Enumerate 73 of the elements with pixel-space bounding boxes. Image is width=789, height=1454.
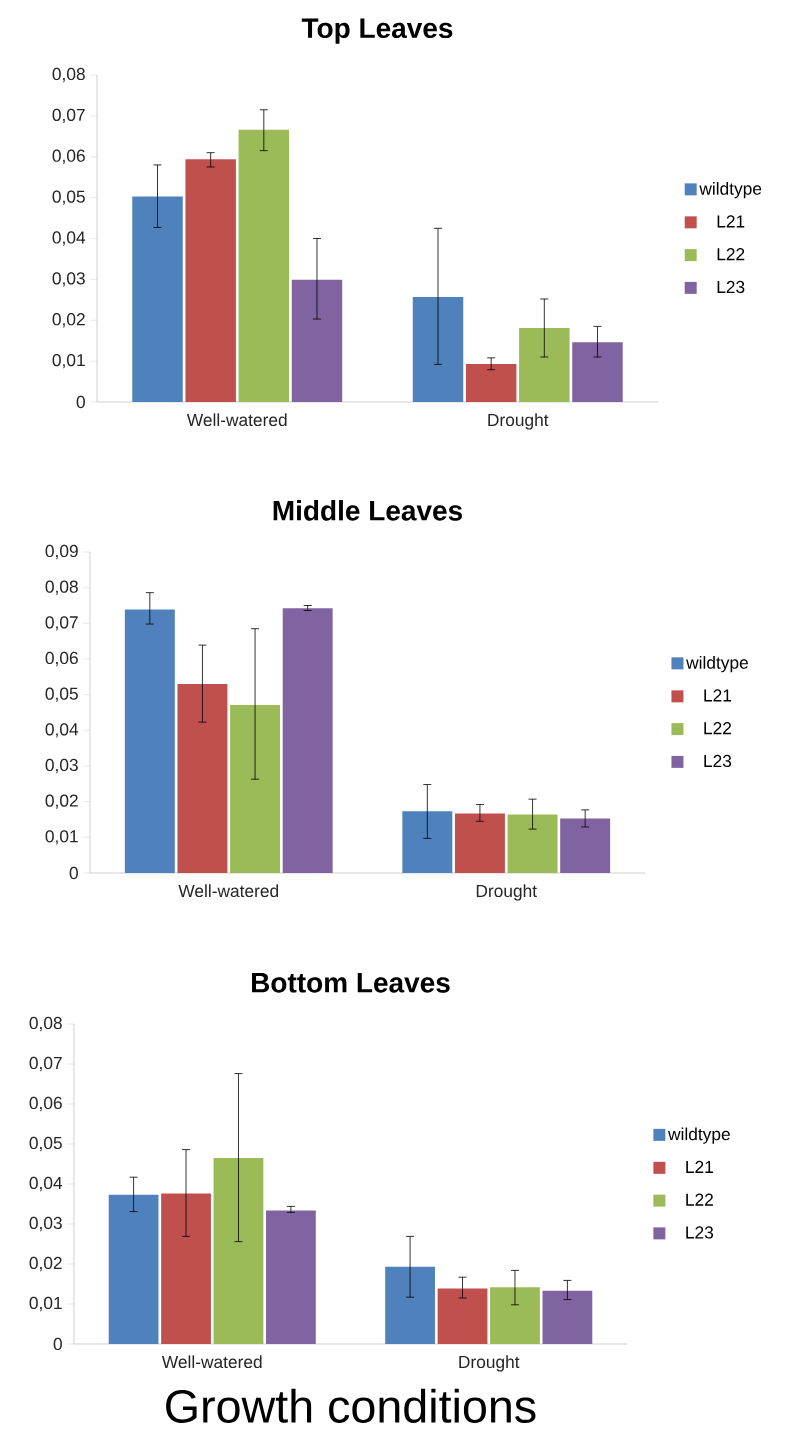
y-tick-label: 0,08: [45, 580, 78, 595]
bar: [177, 683, 228, 873]
bar: [560, 818, 611, 873]
legend-label: L21: [686, 1160, 713, 1173]
legend-label: L23: [717, 280, 745, 294]
y-tick-label: 0: [76, 395, 85, 409]
legend-label: wildtype: [668, 1127, 730, 1144]
y-tick-label: 0,06: [45, 651, 78, 667]
y-tick-label: 0,08: [29, 1016, 62, 1032]
legend-label: L21: [704, 689, 732, 702]
y-tick-label: 0: [53, 1337, 62, 1351]
chart-title: Middle Leaves: [273, 500, 463, 521]
y-tick-label: 0,03: [29, 1216, 62, 1232]
legend-label: L23: [704, 754, 732, 768]
y-tick-label: 0,01: [29, 1296, 62, 1312]
bar: [519, 328, 570, 402]
x-tick-label: Well-watered: [161, 1355, 262, 1369]
y-tick-label: 0,07: [29, 1056, 62, 1072]
y-tick-label: 0,02: [45, 794, 78, 809]
bar: [572, 342, 623, 402]
bar: [185, 159, 236, 402]
bar: [291, 279, 343, 402]
y-tick-label: 0,06: [52, 149, 85, 164]
y-tick-label: 0,03: [52, 272, 85, 287]
legend-label: wildtype: [686, 656, 748, 673]
bar: [108, 1194, 159, 1344]
bar: [213, 1158, 264, 1344]
bar: [490, 1287, 540, 1344]
y-tick-label: 0: [69, 866, 78, 880]
bar: [161, 1193, 211, 1344]
bar: [282, 608, 333, 873]
y-tick-label: 0,04: [45, 723, 79, 738]
y-tick-label: 0,05: [52, 190, 85, 205]
bar: [437, 1288, 488, 1344]
bar: [402, 811, 453, 873]
x-tick-label: Well-watered: [178, 884, 279, 898]
legend-label: wildtype: [699, 182, 762, 199]
y-tick-label: 0,09: [45, 544, 78, 560]
y-tick-label: 0,01: [45, 830, 78, 845]
chart-title: Bottom Leaves: [252, 973, 450, 993]
bar: [454, 813, 505, 873]
legend-label: L22: [704, 722, 731, 735]
bar: [465, 363, 517, 402]
chart-title: Top Leaves: [301, 18, 453, 44]
bar: [132, 196, 183, 402]
legend-label: L22: [717, 248, 745, 261]
y-tick-label: 0,06: [29, 1096, 62, 1112]
x-tick-label: Well-watered: [186, 413, 287, 427]
y-tick-label: 0,04: [29, 1176, 63, 1192]
x-tick-label: Drought: [488, 413, 549, 430]
y-tick-label: 0,07: [45, 616, 78, 631]
y-tick-label: 0,08: [52, 67, 85, 83]
legend-label: L22: [686, 1193, 713, 1206]
x-tick-label: Drought: [459, 1355, 520, 1372]
bar: [542, 1290, 593, 1344]
x-tick-label: Drought: [476, 884, 537, 901]
y-tick-label: 0,07: [52, 108, 85, 124]
y-tick-label: 0,03: [45, 758, 78, 774]
y-tick-label: 0,01: [52, 353, 85, 369]
y-tick-label: 0,05: [45, 687, 78, 702]
legend-label: L23: [686, 1226, 714, 1239]
bar: [266, 1210, 316, 1344]
bar: [238, 129, 290, 402]
legend-label: L21: [717, 215, 745, 228]
bar: [507, 814, 558, 873]
bar: [124, 609, 175, 873]
x-axis-title: Growth conditions: [166, 1388, 536, 1423]
bar: [385, 1266, 435, 1344]
y-tick-label: 0,04: [52, 231, 86, 246]
bar: [230, 705, 281, 873]
y-tick-label: 0,02: [52, 313, 85, 328]
y-tick-label: 0,02: [29, 1256, 62, 1272]
y-tick-label: 0,05: [29, 1136, 62, 1152]
